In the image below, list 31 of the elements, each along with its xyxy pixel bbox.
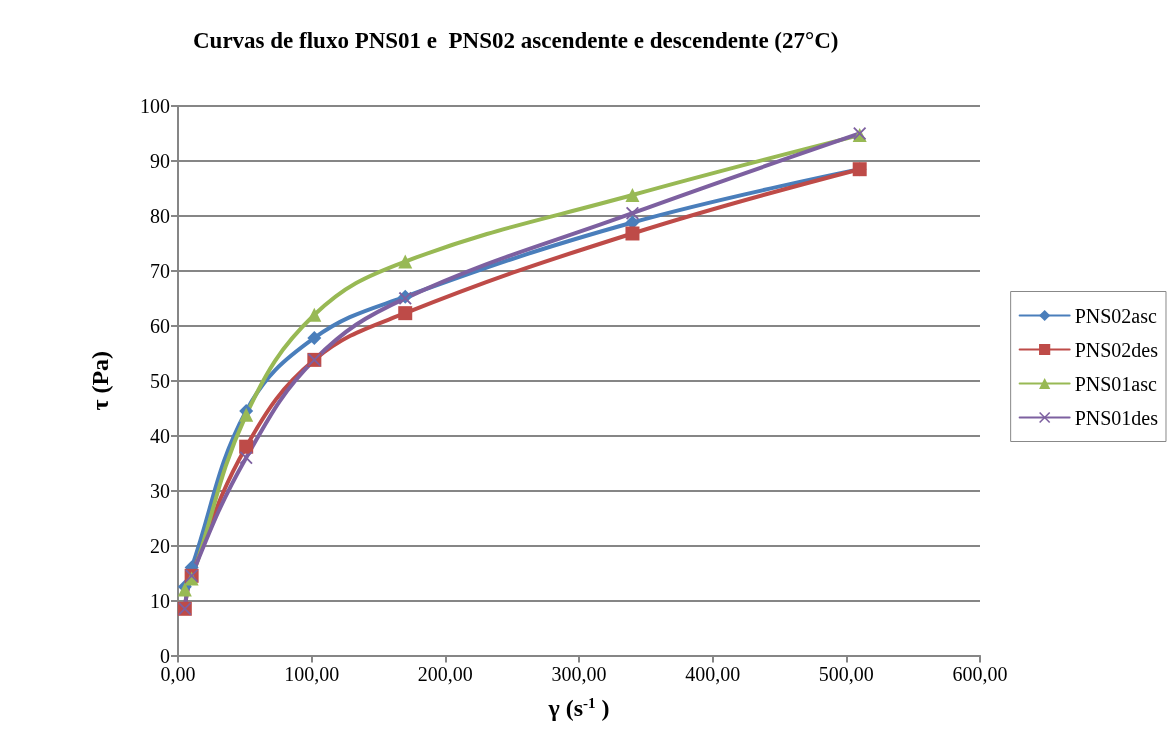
x-tick-label: 300,00 [551,662,607,685]
x-tick-label: 100,00 [284,662,340,685]
point [398,306,413,321]
point [239,407,254,422]
y-tick-label: 60 [150,314,170,337]
point [307,307,322,322]
legend-label: PNS02des [1074,338,1159,361]
y-tick-label: 100 [140,95,170,117]
y-tick-label: 90 [150,149,170,172]
y-axis-title: τ (Pa) [87,350,113,411]
point [307,330,322,345]
y-tick-label: 40 [150,424,170,447]
x-tick-label: 400,00 [685,662,741,685]
point [239,439,254,454]
point [239,451,253,465]
y-tick-label: 10 [150,589,170,612]
chart-title: Curvas de fluxo PNS01 e PNS02 ascendente e descendente (27°C) [193,28,839,53]
x-tick-label: 500,00 [818,662,874,685]
y-tick-label: 30 [150,479,170,502]
legend-label: PNS02asc [1074,304,1157,327]
y-tick-label: 70 [150,259,170,282]
x-tick-label: 600,00 [952,662,1008,685]
point [398,254,413,269]
y-tick-label: 80 [150,204,170,227]
legend-label: PNS01des [1074,406,1159,429]
y-tick-label: 20 [150,534,170,557]
point [625,188,640,203]
legend-label: PNS01asc [1074,372,1157,395]
point [625,226,640,241]
y-tick-label: 50 [150,369,170,392]
x-tick-label: 200,00 [417,662,473,685]
